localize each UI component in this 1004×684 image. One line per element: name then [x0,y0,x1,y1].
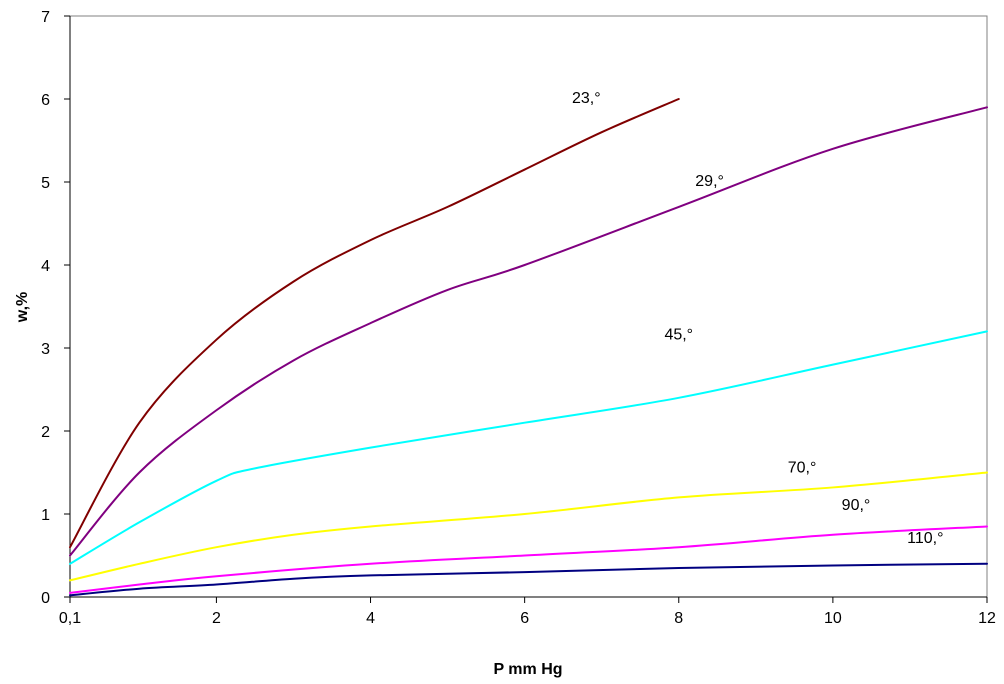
series-label: 110,° [907,530,943,547]
x-tick-label: 2 [212,610,221,627]
y-tick-label: 5 [41,175,50,192]
series-label: 23,° [572,90,601,107]
series-label: 70,° [788,460,817,477]
series-label: 90,° [842,497,871,514]
y-axis-ticks: 0 1 2 3 4 5 6 7 [41,9,70,607]
series-label: 29,° [695,173,724,190]
y-tick-label: 6 [41,92,50,109]
x-tick-label: 6 [520,610,529,627]
x-tick-label: 10 [824,610,842,627]
y-tick-label: 1 [41,507,50,524]
x-tick-label: 4 [366,610,375,627]
series-label: 45,° [664,327,693,344]
series-line [69,106,988,557]
x-tick-label: 12 [978,610,996,627]
series-lines [69,98,988,597]
x-axis-ticks: 0,1 2 4 6 8 10 12 [59,597,996,627]
plot-frame [69,15,988,598]
series-line [69,330,988,565]
series-labels: 23,° 29,° 45,° 70,° 90,° 110,° [572,90,944,547]
series-line [69,525,988,594]
x-axis-title: P mm Hg [493,661,562,678]
x-tick-label: 8 [674,610,683,627]
series-line [69,471,988,582]
y-tick-label: 4 [41,258,50,275]
y-tick-label: 7 [41,9,50,26]
plot-area [69,15,988,598]
y-tick-label: 3 [41,341,50,358]
y-tick-label: 2 [41,424,50,441]
x-tick-label: 0,1 [59,610,81,627]
y-axis-title: w,% [14,292,31,324]
series-line [69,98,680,549]
y-tick-label: 0 [41,590,50,607]
series-line [69,562,988,597]
